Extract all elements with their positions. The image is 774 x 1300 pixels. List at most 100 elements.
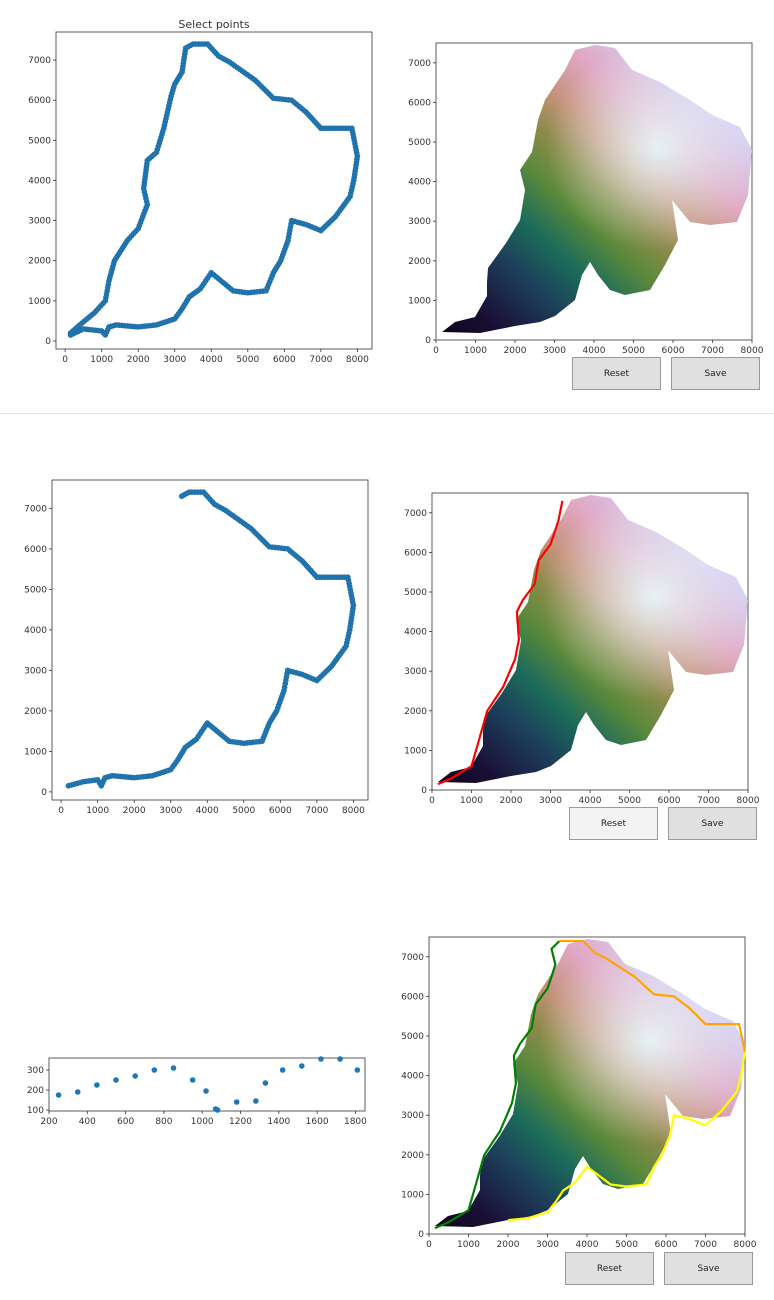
data-point bbox=[55, 1092, 62, 1098]
y-tick-label: 5000 bbox=[401, 1032, 424, 1042]
right-plot-ticks: 0 1000 2000 3000 4000 5000 6000 7000 8000 0 1000 20… bbox=[408, 59, 764, 356]
save-button[interactable]: Save bbox=[664, 1252, 753, 1285]
series-line bbox=[434, 940, 561, 1230]
data-point bbox=[74, 1089, 81, 1095]
x-tick-label: 1800 bbox=[344, 1117, 367, 1127]
y-tick-label: 1000 bbox=[408, 296, 431, 306]
x-tick-label: 7000 bbox=[701, 346, 724, 356]
boundary-selection bbox=[437, 500, 564, 786]
x-tick-label: 1400 bbox=[267, 1117, 290, 1127]
y-tick-label: 2000 bbox=[401, 1151, 424, 1161]
x-tick-label: 1000 bbox=[464, 346, 487, 356]
y-tick-label: 3000 bbox=[408, 217, 431, 227]
x-tick-label: 7000 bbox=[305, 806, 328, 816]
x-tick-label: 400 bbox=[79, 1117, 96, 1127]
x-tick-label: 1000 bbox=[86, 806, 109, 816]
y-tick-label: 300 bbox=[27, 1066, 44, 1076]
y-tick-label: 7000 bbox=[24, 504, 47, 514]
y-tick-label: 6000 bbox=[24, 545, 47, 555]
y-tick-label: 200 bbox=[27, 1086, 44, 1096]
y-tick-label: 3000 bbox=[401, 1111, 424, 1121]
x-tick-label: 4000 bbox=[196, 806, 219, 816]
series-line bbox=[507, 1051, 747, 1222]
series-line bbox=[437, 500, 564, 786]
panel-1: Select points 0 1000 2000 3000 4000 5000 6000 7… bbox=[0, 0, 774, 413]
x-tick-label: 5000 bbox=[232, 806, 255, 816]
x-tick-label: 800 bbox=[155, 1117, 172, 1127]
data-point bbox=[318, 1056, 324, 1062]
data-point bbox=[113, 1077, 119, 1083]
data-point bbox=[262, 1080, 269, 1086]
reset-button[interactable]: Reset bbox=[565, 1252, 654, 1285]
reset-button[interactable]: Reset bbox=[572, 357, 661, 390]
y-tick-label: 7000 bbox=[408, 59, 431, 69]
x-tick-label: 6000 bbox=[269, 806, 292, 816]
y-tick-label: 0 bbox=[421, 786, 427, 796]
y-tick-label: 5000 bbox=[404, 588, 427, 598]
y-tick-label: 7000 bbox=[28, 56, 51, 66]
left-plot-axes[interactable] bbox=[51, 479, 369, 801]
data-point bbox=[189, 1077, 196, 1083]
data-point bbox=[354, 1067, 361, 1073]
right-plot-ticks: 0 1000 2000 3000 4000 5000 6000 7000 8000 0 1000 20… bbox=[401, 953, 757, 1250]
x-tick-label: 4000 bbox=[576, 1240, 599, 1250]
y-tick-label: 0 bbox=[418, 1230, 424, 1240]
data-point bbox=[170, 1065, 177, 1071]
data-point bbox=[94, 1082, 100, 1088]
panel-3-figure: 200 400 600 800 1000 1200 1400 1600 180010020030… bbox=[27, 936, 757, 1250]
y-tick-label: 7000 bbox=[401, 953, 424, 963]
y-tick-label: 2000 bbox=[28, 257, 51, 267]
x-tick-label: 2000 bbox=[500, 796, 523, 806]
reset-button[interactable]: Reset bbox=[569, 807, 658, 840]
boundary-segments bbox=[434, 939, 747, 1230]
y-tick-label: 7000 bbox=[404, 509, 427, 519]
data-point bbox=[337, 1056, 343, 1062]
data-point bbox=[214, 1107, 221, 1113]
x-tick-label: 6000 bbox=[655, 1240, 678, 1250]
x-tick-label: 0 bbox=[426, 1240, 432, 1250]
x-tick-label: 6000 bbox=[273, 355, 296, 365]
x-tick-label: 2000 bbox=[123, 806, 146, 816]
x-tick-label: 0 bbox=[62, 355, 68, 365]
panel-1-figure: Select points 0 1000 2000 3000 4000 5000 6000 7… bbox=[28, 18, 764, 365]
y-tick-label: 0 bbox=[45, 337, 51, 347]
left-plot-ticks: 0 1000 2000 3000 4000 5000 6000 7000 8000 0 1000 20… bbox=[28, 56, 369, 365]
x-tick-label: 3000 bbox=[536, 1240, 559, 1250]
y-tick-label: 2000 bbox=[24, 707, 47, 717]
x-tick-label: 3000 bbox=[163, 355, 186, 365]
y-tick-label: 6000 bbox=[404, 548, 427, 558]
y-tick-label: 4000 bbox=[24, 626, 47, 636]
x-tick-label: 4000 bbox=[579, 796, 602, 806]
x-tick-label: 8000 bbox=[342, 806, 365, 816]
y-tick-label: 3000 bbox=[28, 217, 51, 227]
data-point bbox=[178, 493, 185, 500]
x-tick-label: 8000 bbox=[737, 796, 760, 806]
save-button[interactable]: Save bbox=[671, 357, 760, 390]
y-tick-label: 4000 bbox=[28, 176, 51, 186]
x-tick-label: 1000 bbox=[457, 1240, 480, 1250]
x-tick-label: 3000 bbox=[159, 806, 182, 816]
x-tick-label: 5000 bbox=[618, 796, 641, 806]
data-point bbox=[203, 1088, 209, 1094]
save-button[interactable]: Save bbox=[668, 807, 757, 840]
x-tick-label: 5000 bbox=[622, 346, 645, 356]
y-tick-label: 0 bbox=[425, 336, 431, 346]
series-line bbox=[559, 939, 747, 1053]
left-plot-axes[interactable] bbox=[48, 1057, 366, 1112]
right-plot-ticks: 0 1000 2000 3000 4000 5000 6000 7000 8000 0 1000 20… bbox=[404, 509, 760, 806]
left-plot-axes[interactable] bbox=[55, 31, 373, 350]
y-tick-label: 2000 bbox=[404, 707, 427, 717]
data-point bbox=[132, 1073, 138, 1079]
y-tick-label: 0 bbox=[41, 788, 47, 798]
x-tick-label: 6000 bbox=[662, 346, 685, 356]
y-tick-label: 6000 bbox=[408, 98, 431, 108]
y-tick-label: 5000 bbox=[28, 136, 51, 146]
x-tick-label: 3000 bbox=[543, 346, 566, 356]
x-tick-label: 2000 bbox=[497, 1240, 520, 1250]
x-tick-label: 8000 bbox=[346, 355, 369, 365]
x-tick-label: 2000 bbox=[127, 355, 150, 365]
data-point bbox=[233, 1099, 240, 1105]
y-tick-label: 4000 bbox=[408, 178, 431, 188]
x-tick-label: 4000 bbox=[200, 355, 223, 365]
left-plot-ticks: 200 400 600 800 1000 1200 1400 1600 180010020030… bbox=[27, 1066, 367, 1127]
